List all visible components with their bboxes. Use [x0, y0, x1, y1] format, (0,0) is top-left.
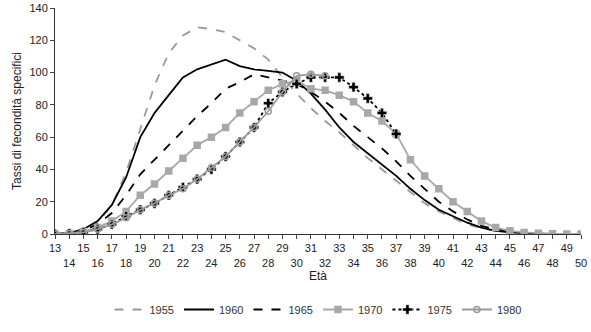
svg-text:1960: 1960 — [219, 304, 243, 316]
svg-text:100: 100 — [29, 66, 47, 78]
svg-text:25: 25 — [219, 242, 231, 254]
svg-text:60: 60 — [36, 131, 48, 143]
svg-text:22: 22 — [177, 257, 189, 269]
svg-text:36: 36 — [376, 257, 388, 269]
svg-text:0: 0 — [42, 228, 48, 240]
svg-text:15: 15 — [77, 242, 89, 254]
svg-text:41: 41 — [447, 242, 459, 254]
svg-text:120: 120 — [29, 34, 47, 46]
svg-text:Tassi di fecondità specifici: Tassi di fecondità specifici — [10, 52, 24, 190]
svg-text:1965: 1965 — [288, 304, 312, 316]
svg-text:26: 26 — [234, 257, 246, 269]
svg-text:14: 14 — [63, 257, 75, 269]
svg-text:20: 20 — [148, 257, 160, 269]
svg-text:40: 40 — [36, 163, 48, 175]
svg-text:30: 30 — [291, 257, 303, 269]
svg-text:18: 18 — [120, 257, 132, 269]
svg-text:49: 49 — [561, 242, 573, 254]
svg-text:46: 46 — [518, 257, 530, 269]
svg-text:1975: 1975 — [427, 304, 451, 316]
svg-text:43: 43 — [475, 242, 487, 254]
svg-text:28: 28 — [262, 257, 274, 269]
svg-text:21: 21 — [163, 242, 175, 254]
svg-text:Età: Età — [309, 269, 327, 283]
svg-text:1980: 1980 — [497, 304, 521, 316]
svg-text:1955: 1955 — [150, 304, 174, 316]
svg-text:44: 44 — [490, 257, 502, 269]
svg-text:45: 45 — [504, 242, 516, 254]
svg-text:47: 47 — [532, 242, 544, 254]
svg-text:1970: 1970 — [358, 304, 382, 316]
svg-text:24: 24 — [205, 257, 217, 269]
svg-text:20: 20 — [36, 196, 48, 208]
svg-text:13: 13 — [49, 242, 61, 254]
svg-text:31: 31 — [305, 242, 317, 254]
svg-text:29: 29 — [276, 242, 288, 254]
svg-text:35: 35 — [362, 242, 374, 254]
svg-text:19: 19 — [134, 242, 146, 254]
svg-text:38: 38 — [404, 257, 416, 269]
svg-text:48: 48 — [546, 257, 558, 269]
svg-text:37: 37 — [390, 242, 402, 254]
svg-text:34: 34 — [347, 257, 359, 269]
svg-text:17: 17 — [106, 242, 118, 254]
svg-text:33: 33 — [333, 242, 345, 254]
svg-text:16: 16 — [92, 257, 104, 269]
svg-text:50: 50 — [575, 257, 587, 269]
svg-text:23: 23 — [191, 242, 203, 254]
svg-text:27: 27 — [248, 242, 260, 254]
svg-text:80: 80 — [36, 99, 48, 111]
svg-text:39: 39 — [418, 242, 430, 254]
svg-text:40: 40 — [433, 257, 445, 269]
svg-text:140: 140 — [29, 2, 47, 14]
svg-text:42: 42 — [461, 257, 473, 269]
svg-text:32: 32 — [319, 257, 331, 269]
